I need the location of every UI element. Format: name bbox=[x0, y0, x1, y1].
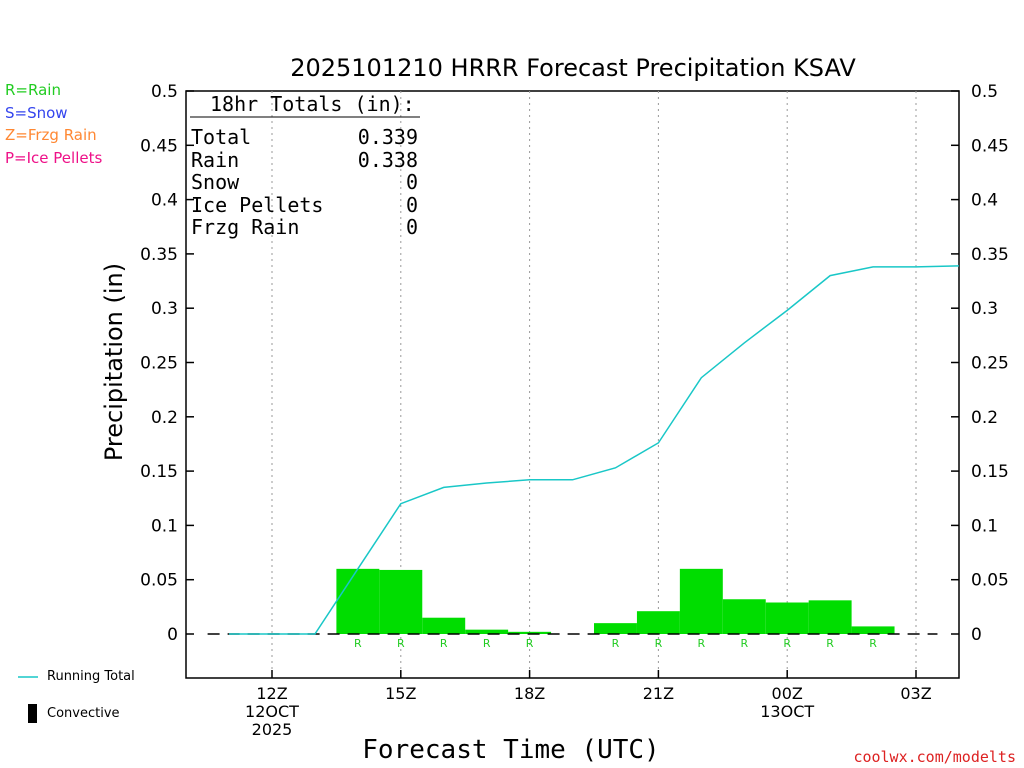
type-legend-snow: S=Snow bbox=[5, 103, 68, 122]
y-tick-label-right: 0.45 bbox=[971, 136, 1009, 156]
totals-value-frzg: 0 bbox=[405, 215, 418, 239]
precip-bar bbox=[336, 568, 380, 634]
y-tick-label-left: 0.5 bbox=[151, 82, 178, 102]
totals-value-rain: 0.338 bbox=[357, 147, 418, 172]
y-tick-label-left: 0.2 bbox=[151, 408, 178, 428]
convective-legend-label: Convective bbox=[47, 706, 120, 721]
y-axis-right: 0 0.05 0.1 0.15 0.2 0.25 0.3 0.35 0.4 0.45 0.5 bbox=[951, 82, 1009, 645]
bars-group bbox=[336, 568, 895, 634]
x-tick-label: 12Z bbox=[256, 684, 287, 703]
type-legend-rain: R=Rain bbox=[5, 81, 61, 99]
totals-label-snow: Snow bbox=[191, 170, 240, 194]
totals-label-ice: Ice Pellets bbox=[191, 192, 324, 217]
plot-frame bbox=[185, 90, 960, 679]
y-tick-label-left: 0.1 bbox=[151, 516, 178, 536]
precip-bar bbox=[594, 623, 637, 634]
x-tick-label: 21Z bbox=[643, 684, 674, 703]
type-label: R bbox=[440, 637, 448, 650]
grid-lines bbox=[271, 91, 917, 678]
x-tick-label: 2025 bbox=[252, 720, 293, 739]
x-tick-label: 03Z bbox=[900, 684, 931, 703]
y-tick-label-left: 0.25 bbox=[140, 354, 178, 374]
chart-title: 2025101210 HRRR Forecast Precipitation K… bbox=[290, 54, 856, 82]
totals-header: 18hr Totals (in): bbox=[210, 92, 415, 116]
y-tick-label-left: 0.3 bbox=[151, 299, 178, 319]
x-tick-label: 18Z bbox=[514, 684, 545, 703]
precip-bar bbox=[379, 569, 423, 634]
y-tick-label-right: 0.05 bbox=[971, 571, 1009, 591]
y-tick-label-right: 0.3 bbox=[971, 299, 998, 319]
type-label: R bbox=[826, 637, 834, 650]
x-tick-label: 13OCT bbox=[760, 702, 814, 721]
y-tick-label-left: 0.4 bbox=[151, 191, 178, 211]
type-label: R bbox=[397, 637, 405, 650]
type-label: R bbox=[740, 637, 748, 650]
y-tick-label-right: 0.1 bbox=[971, 516, 998, 536]
totals-label-rain: Rain bbox=[191, 147, 240, 172]
type-legend-ice: P=Ice Pellets bbox=[5, 148, 103, 167]
totals-value-snow: 0 bbox=[405, 170, 418, 194]
y-axis-left: 0 0.05 0.1 0.15 0.2 0.25 0.3 0.35 0.4 0.45 0.5 bbox=[140, 82, 194, 645]
y-tick-label-right: 0 bbox=[971, 625, 982, 645]
precip-bar bbox=[851, 626, 895, 634]
y-tick-label-left: 0 bbox=[167, 625, 178, 645]
precip-bar bbox=[636, 611, 680, 634]
precip-bar bbox=[722, 599, 766, 634]
totals-label-total: Total bbox=[191, 125, 252, 149]
y-tick-label-right: 0.5 bbox=[971, 82, 998, 102]
x-tick-label: 15Z bbox=[385, 684, 416, 703]
credit-text: coolwx.com/modelts bbox=[853, 748, 1016, 766]
precip-bar bbox=[765, 602, 809, 634]
type-label: R bbox=[783, 637, 791, 650]
type-label: R bbox=[483, 637, 491, 650]
precip-bar bbox=[808, 600, 852, 634]
type-label: R bbox=[526, 637, 534, 650]
precip-bar bbox=[679, 568, 723, 634]
type-legend-frzg: Z=Frzg Rain bbox=[5, 126, 97, 144]
x-axis-title: Forecast Time (UTC) bbox=[362, 735, 659, 765]
totals-value-total: 0.339 bbox=[357, 125, 418, 149]
running-total-line bbox=[229, 265, 959, 635]
type-label: R bbox=[869, 637, 877, 650]
type-label: R bbox=[698, 637, 706, 650]
y-tick-label-right: 0.4 bbox=[971, 191, 998, 211]
x-tick-label: 12OCT bbox=[245, 702, 299, 721]
y-tick-label-right: 0.2 bbox=[971, 408, 998, 428]
totals-value-ice: 0 bbox=[405, 192, 418, 217]
type-label: R bbox=[354, 637, 362, 650]
running-total-legend-label: Running Total bbox=[47, 669, 135, 684]
x-tick-label: 00Z bbox=[772, 684, 803, 703]
y-tick-label-right: 0.25 bbox=[971, 354, 1009, 374]
precip-bar bbox=[508, 631, 552, 634]
y-axis-title: Precipitation (in) bbox=[100, 263, 128, 461]
convective-legend-swatch bbox=[28, 704, 37, 723]
y-tick-label-right: 0.35 bbox=[971, 245, 1009, 265]
y-tick-label-left: 0.05 bbox=[140, 571, 178, 591]
type-label: R bbox=[612, 637, 620, 650]
totals-label-frzg: Frzg Rain bbox=[191, 215, 300, 239]
y-tick-label-right: 0.15 bbox=[971, 462, 1009, 482]
y-tick-label-left: 0.15 bbox=[140, 462, 178, 482]
y-tick-label-left: 0.45 bbox=[140, 136, 178, 156]
y-tick-label-left: 0.35 bbox=[140, 245, 178, 265]
precip-bar bbox=[422, 617, 466, 634]
type-label: R bbox=[655, 637, 663, 650]
precip-bar bbox=[465, 629, 509, 634]
